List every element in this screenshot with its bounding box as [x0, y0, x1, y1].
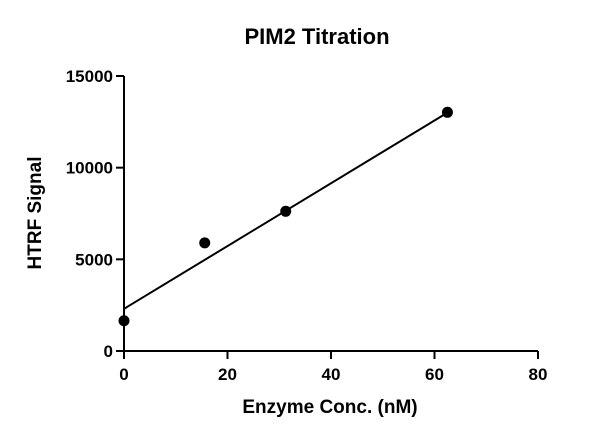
x-axis-label: Enzyme Conc. (nM)	[242, 397, 417, 418]
x-tick-label: 0	[119, 365, 128, 384]
y-axis-ticks: 0 5000 10000 15000	[66, 67, 124, 361]
x-tick-label: 80	[529, 365, 548, 384]
y-axis-label: HTRF Signal	[25, 157, 46, 270]
data-point	[280, 205, 292, 217]
y-tick-label: 10000	[66, 159, 113, 178]
chart-title: PIM2 Titration	[244, 24, 389, 49]
x-tick-label: 40	[322, 365, 341, 384]
x-axis-ticks: 0 20 40 60 80	[119, 351, 547, 384]
y-tick-label: 0	[104, 342, 113, 361]
data-point	[118, 315, 130, 327]
y-tick-label: 15000	[66, 67, 113, 86]
data-point	[199, 237, 211, 249]
axes	[123, 76, 538, 352]
data-points	[118, 106, 453, 327]
x-tick-label: 20	[218, 365, 237, 384]
data-point	[441, 106, 453, 118]
x-tick-label: 60	[425, 365, 444, 384]
y-tick-label: 5000	[75, 250, 113, 269]
